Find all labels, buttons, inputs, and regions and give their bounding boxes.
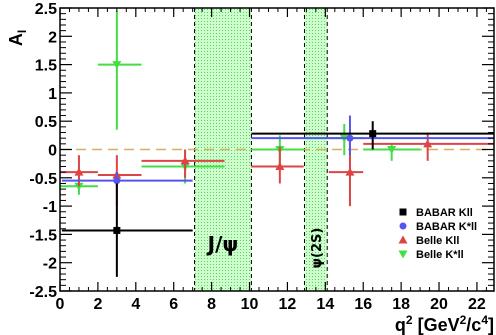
- x-tick-label-1: 2: [93, 296, 102, 313]
- marker: [180, 156, 190, 165]
- x-axis-title: q2 [GeV2/c4]: [395, 313, 494, 335]
- data-point-2-4: [328, 141, 364, 207]
- legend-entry-0: BABAR Kll: [399, 207, 473, 219]
- x-tick-label-8: 16: [354, 296, 372, 313]
- vetoed-region-label-1: ψ(2S): [310, 228, 325, 269]
- marker: [423, 139, 433, 148]
- marker: [345, 167, 355, 176]
- x-tick-label-5: 10: [241, 296, 259, 313]
- y-tick-label-4: -0.5: [29, 171, 57, 188]
- data-points: [60, 10, 494, 277]
- x-tick-label-11: 22: [468, 296, 486, 313]
- y-axis-title: AI: [6, 30, 29, 46]
- vetoed-region-1: [304, 8, 328, 291]
- marker: [113, 177, 121, 185]
- data-point-2-5: [363, 132, 494, 161]
- data-point-2-3: [251, 146, 304, 184]
- marker: [275, 161, 285, 170]
- y-tick-label-7: 1: [48, 86, 57, 103]
- legend-marker-2: [398, 235, 408, 244]
- legend-label-3: Belle K*ll: [416, 249, 464, 261]
- marker: [113, 226, 121, 234]
- vetoed-region-label-0: J/ψ: [206, 232, 239, 256]
- y-tick-label-6: 0.5: [35, 114, 57, 131]
- marker: [387, 146, 397, 154]
- legend-marker-1: [399, 222, 407, 230]
- axes: [59, 7, 495, 292]
- x-tick-label-3: 6: [169, 296, 178, 313]
- data-point-3-4: [328, 124, 364, 156]
- legend-marker-3: [398, 250, 408, 259]
- y-tick-label-8: 1.5: [35, 58, 57, 75]
- y-tick-label-1: -2: [43, 256, 57, 273]
- y-tick-label-5: 0: [48, 143, 57, 160]
- legend-entry-1: BABAR K*ll: [399, 221, 477, 233]
- data-point-3-3: [251, 135, 304, 164]
- x-tick-label-7: 14: [316, 296, 334, 313]
- data-point-3-1: [97, 10, 142, 130]
- marker: [369, 130, 377, 138]
- y-tick-label-9: 2: [48, 29, 57, 46]
- legend-label-0: BABAR Kll: [416, 207, 473, 219]
- legend-marker-0: [399, 208, 407, 216]
- legend: BABAR Kll BABAR K*ll Belle Kll Belle K*ll: [398, 207, 477, 261]
- y-tick-label-0: -2.5: [29, 284, 57, 301]
- x-tick-label-4: 8: [207, 296, 216, 313]
- x-tick-label-2: 4: [131, 296, 140, 313]
- tick-labels: 0 2 4 6 8 10 12 14 16 18 20 22-2.5-2-1.5-1-0.500.51…: [29, 1, 486, 313]
- x-tick-label-9: 18: [392, 296, 410, 313]
- y-tick-label-2: -1.5: [29, 227, 57, 244]
- legend-label-1: BABAR K*ll: [416, 221, 477, 233]
- x-tick-label-6: 12: [279, 296, 297, 313]
- marker: [74, 182, 84, 191]
- marker: [112, 61, 122, 70]
- legend-entry-3: Belle K*ll: [398, 249, 464, 261]
- legend-label-2: Belle Kll: [416, 235, 459, 247]
- x-tick-label-0: 0: [56, 296, 65, 313]
- y-tick-label-3: -1: [43, 199, 57, 216]
- x-tick-label-10: 20: [430, 296, 448, 313]
- legend-entry-2: Belle Kll: [398, 235, 459, 247]
- data-point-0-0: [61, 183, 193, 277]
- y-tick-label-10: 2.5: [35, 1, 57, 18]
- data-point-2-2: [141, 149, 225, 178]
- data-point-1-0: [61, 172, 193, 187]
- marker: [346, 134, 354, 142]
- marker: [74, 167, 84, 176]
- data-point-0-1: [251, 121, 494, 150]
